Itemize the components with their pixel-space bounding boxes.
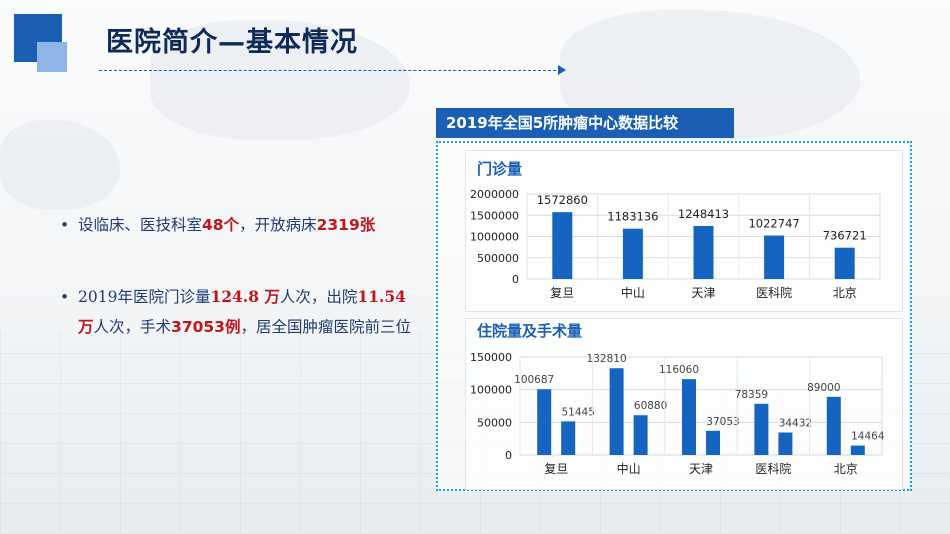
bullet-text: 人次，手术 <box>93 318 172 336</box>
highlight-beds: 2319张 <box>316 216 376 234</box>
inpatient-chart-title: 住院量及手术量 <box>477 322 583 340</box>
world-map-shape <box>150 20 410 140</box>
title-decoration-square-light <box>37 42 67 72</box>
inpatient-chart-panel <box>465 318 903 490</box>
bullet-departments-beds: 设临床、医技科室48个，开放病床2319张 <box>58 210 418 240</box>
page-title: 医院简介—基本情况 <box>106 27 358 58</box>
summary-bullets: 设临床、医技科室48个，开放病床2319张 2019年医院门诊量124.8 万人… <box>58 210 418 342</box>
bullet-volume-stats: 2019年医院门诊量124.8 万人次，出院11.54万人次，手术37053例，… <box>58 282 418 342</box>
highlight-discharge: 11.54万 <box>78 287 406 336</box>
world-map-shape <box>0 120 120 210</box>
highlight-surgery: 37053例 <box>171 318 241 336</box>
arrow-right-icon <box>558 65 566 75</box>
highlight-outpatient: 124.8 万 <box>210 287 280 306</box>
bullet-text: ，居全国肿瘤医院前三位 <box>240 318 411 336</box>
bullet-text: 人次，出院 <box>279 288 358 306</box>
chart-section-tag: 2019年全国5所肿瘤中心数据比较 <box>436 108 734 138</box>
title-divider <box>99 70 561 71</box>
highlight-departments: 48个 <box>202 216 240 234</box>
bullet-text: ，开放病床 <box>239 216 317 234</box>
outpatient-chart-title: 门诊量 <box>477 160 523 178</box>
outpatient-chart-panel <box>465 150 903 312</box>
bullet-text: 设临床、医技科室 <box>78 216 203 234</box>
bullet-text: 2019年医院门诊量 <box>78 288 211 306</box>
